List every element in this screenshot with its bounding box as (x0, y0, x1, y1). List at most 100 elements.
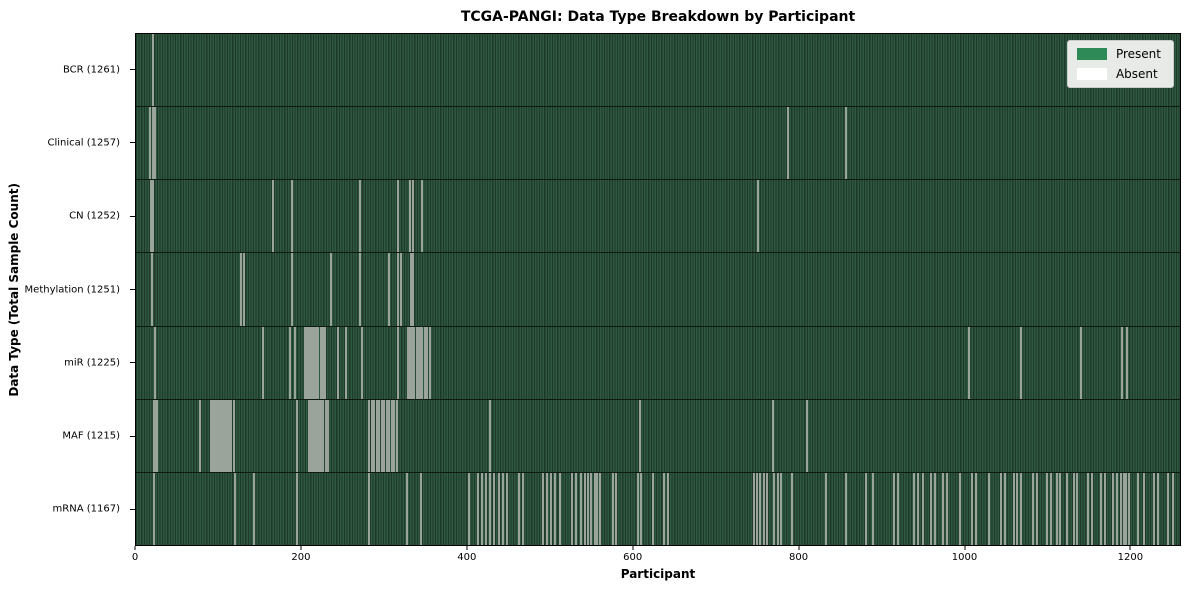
legend-label-absent: Absent (1115, 67, 1158, 81)
absent-stripe (545, 472, 548, 545)
absent-stripe (309, 399, 312, 472)
absent-stripe (541, 472, 544, 545)
absent-stripe (1121, 326, 1124, 399)
absent-stripe (790, 472, 793, 545)
absent-stripe (373, 399, 376, 472)
y-tick-mark (130, 142, 135, 144)
absent-stripe (942, 472, 945, 545)
absent-stripe (226, 399, 229, 472)
absent-stripe (421, 326, 424, 399)
absent-stripe (406, 326, 409, 399)
absent-stripe (1049, 472, 1052, 545)
absent-stripe (1073, 472, 1076, 545)
absent-stripe (418, 326, 421, 399)
absent-stripe (313, 399, 315, 472)
absent-stripe (261, 326, 264, 399)
absent-stripe (1004, 472, 1007, 545)
absent-stripe (824, 472, 827, 545)
absent-stripe (293, 326, 296, 399)
absent-stripe (253, 472, 256, 545)
absent-stripe (772, 399, 775, 472)
absent-stripe (296, 399, 299, 472)
y-tick-label-methylation: Methylation (1251) (24, 284, 120, 295)
absent-stripe (467, 472, 470, 545)
x-tick-label-800: 800 (789, 552, 809, 563)
absent-stripe (396, 180, 399, 253)
absent-stripe (1125, 472, 1128, 545)
absent-stripe (913, 472, 916, 545)
absent-stripe (1153, 472, 1156, 545)
absent-stripe (481, 472, 484, 545)
y-tick-mark (130, 362, 135, 364)
legend-entry-present: Present (1076, 47, 1161, 61)
absent-stripe (549, 472, 552, 545)
absent-stripe (571, 472, 574, 545)
absent-stripe (756, 180, 759, 253)
absent-stripe (1091, 472, 1094, 545)
x-axis-label: Participant (620, 567, 696, 581)
chart-title: TCGA-PANGI: Data Type Breakdown by Parti… (460, 9, 856, 25)
absent-stripe (209, 399, 212, 472)
y-tick-labels: BCR (1261) Clinical (1257) CN (1252) Methyl… (0, 33, 128, 546)
absent-stripe (1012, 472, 1015, 545)
absent-stripe (308, 326, 311, 399)
absent-stripe (385, 399, 388, 472)
absent-stripe (779, 472, 782, 545)
x-tick-mark (798, 546, 800, 550)
absent-stripe (213, 399, 216, 472)
x-tick-mark (466, 546, 468, 550)
absent-stripe (314, 399, 317, 472)
absent-stripe (497, 472, 500, 545)
absent-stripe (383, 399, 386, 472)
absent-stripe (312, 326, 315, 399)
absent-stripe (651, 472, 654, 545)
absent-stripe (1000, 472, 1003, 545)
x-tick-mark (632, 546, 634, 550)
absent-stripe (663, 472, 666, 545)
absent-stripe (397, 253, 400, 326)
absent-stripe (917, 472, 920, 545)
row-clinical (136, 107, 1180, 181)
absent-stripe (409, 180, 412, 253)
absent-stripe (1122, 472, 1125, 545)
absent-stripe (615, 472, 618, 545)
absent-stripe (489, 399, 492, 472)
absent-stripe (845, 107, 848, 180)
row-methylation (136, 253, 1180, 327)
absent-swatch-icon (1076, 68, 1107, 80)
absent-stripe (409, 326, 412, 399)
y-tick-mark (130, 69, 135, 71)
x-tick-label-0: 0 (131, 552, 139, 563)
absent-stripe (553, 472, 556, 545)
absent-stripe (921, 472, 924, 545)
absent-stripe (493, 472, 496, 545)
absent-stripe (393, 399, 396, 472)
absent-stripe (1058, 472, 1061, 545)
absent-stripe (865, 472, 868, 545)
x-tick-label-1200: 1200 (1117, 552, 1144, 563)
row-bcr (136, 34, 1180, 108)
x-tick-mark (1129, 546, 1131, 550)
absent-stripe (155, 399, 158, 472)
absent-stripe (296, 472, 299, 545)
absent-stripe (489, 472, 492, 545)
absent-stripe (154, 326, 157, 399)
absent-stripe (152, 180, 155, 253)
absent-stripe (765, 472, 768, 545)
absent-stripe (310, 326, 313, 399)
absent-stripe (417, 326, 420, 399)
absent-stripe (596, 472, 599, 545)
absent-stripe (378, 399, 381, 472)
absent-stripe (1103, 472, 1106, 545)
absent-stripe (317, 326, 320, 399)
absent-stripe (375, 399, 378, 472)
y-tick-label-bcr: BCR (1261) (62, 64, 120, 76)
absent-stripe (411, 253, 414, 326)
y-tick-label-cn: CN (1252) (69, 210, 120, 222)
x-tick-label-200: 200 (291, 552, 311, 563)
absent-stripe (230, 399, 233, 472)
absent-stripe (587, 472, 590, 545)
absent-stripe (583, 472, 586, 545)
absent-stripe (395, 399, 398, 472)
y-tick-marks (130, 33, 135, 546)
